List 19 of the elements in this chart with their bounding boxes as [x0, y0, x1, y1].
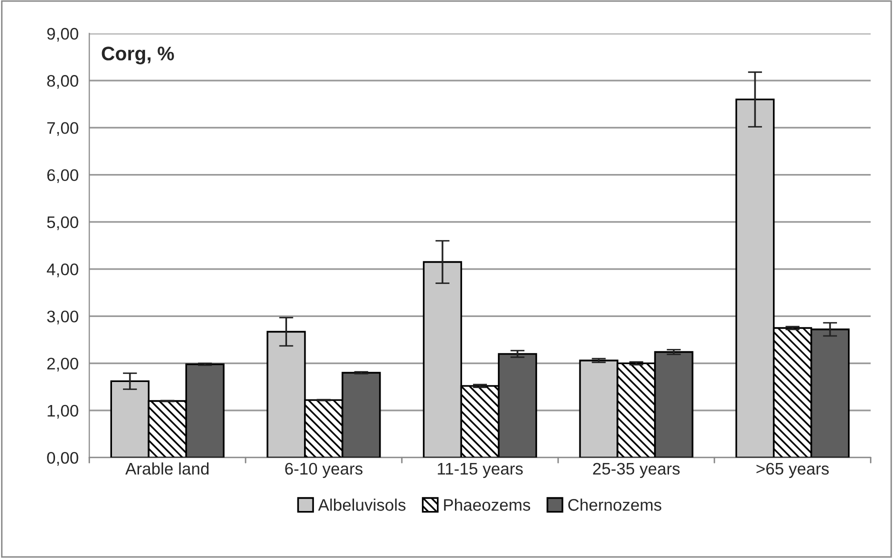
legend-label: Chernozems: [568, 498, 662, 511]
y-tick-label: 6,00: [47, 169, 78, 184]
x-tick-label: Arable land: [125, 462, 209, 475]
y-tick-label: 4,00: [46, 263, 78, 278]
annotation: Corg, %: [102, 46, 174, 64]
y-tick-label: 9,00: [47, 28, 78, 42]
y-tick-label: 7,00: [47, 122, 78, 136]
y-tick-label: 2,00: [47, 358, 78, 372]
y-tick-label: 5,00: [47, 216, 78, 230]
legend-label: Albeluvisols: [318, 498, 406, 511]
y-tick-label: 8,00: [47, 75, 78, 89]
x-tick-label: 6-10 years: [285, 462, 362, 478]
x-tick-label: 11-15 years: [438, 463, 523, 478]
y-tick-label: 3,00: [47, 310, 78, 324]
y-tick-label: 1,00: [48, 404, 78, 419]
legend-label: Phaeozems: [444, 498, 530, 511]
x-tick-label: >65 years: [756, 462, 829, 478]
x-tick-label: 25-35 years: [593, 462, 680, 478]
y-tick-label: 0,00: [47, 452, 78, 466]
